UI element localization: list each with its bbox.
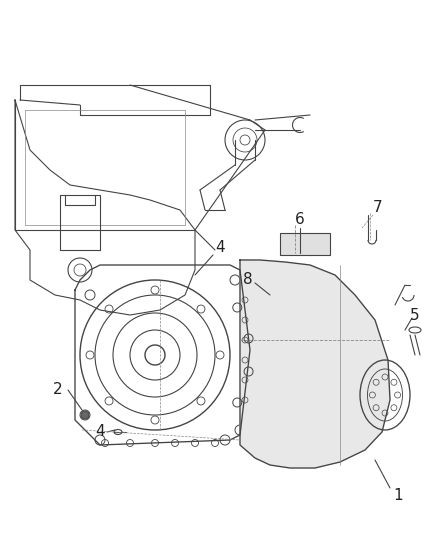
Circle shape — [81, 411, 89, 419]
Bar — [280, 233, 330, 255]
Text: 1: 1 — [393, 488, 403, 503]
Text: 4: 4 — [215, 240, 225, 255]
Text: 7: 7 — [373, 200, 383, 215]
Text: 5: 5 — [410, 308, 420, 322]
Polygon shape — [240, 260, 390, 468]
Text: 6: 6 — [295, 213, 305, 228]
Text: 2: 2 — [53, 383, 63, 398]
Text: 4: 4 — [95, 424, 105, 440]
Text: 8: 8 — [243, 272, 253, 287]
